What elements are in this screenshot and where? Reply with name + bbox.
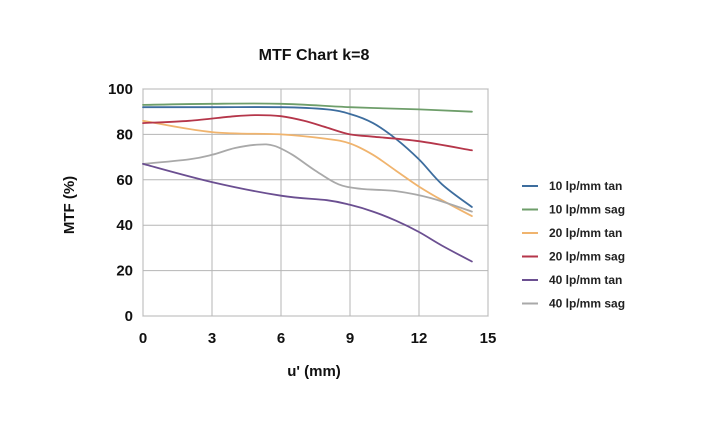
- y-tick-label: 80: [116, 126, 133, 143]
- y-tick-label: 20: [116, 263, 133, 280]
- y-tick-label: 0: [125, 308, 133, 325]
- series-line-20-lp-mm-sag: [142, 114, 473, 152]
- legend-label: 40 lp/mm tan: [549, 273, 622, 287]
- series-lines: [142, 102, 473, 263]
- legend-label: 10 lp/mm sag: [549, 203, 625, 217]
- x-tick-label: 6: [277, 330, 285, 347]
- series-line-20-lp-mm-tan: [142, 119, 473, 217]
- grid: [142, 88, 489, 317]
- x-tick-label: 12: [411, 330, 428, 347]
- y-tick-label: 100: [108, 81, 133, 98]
- series-line-10-lp-mm-sag: [142, 102, 473, 113]
- series-line-40-lp-mm-tan: [142, 163, 473, 263]
- y-axis-label: MTF (%): [61, 176, 78, 234]
- x-axis-label: u' (mm): [287, 363, 341, 380]
- legend-label: 20 lp/mm tan: [549, 226, 622, 240]
- x-tick-label: 15: [480, 330, 497, 347]
- x-tick-label: 0: [139, 330, 147, 347]
- y-tick-label: 40: [116, 217, 133, 234]
- x-tick-label: 3: [208, 330, 216, 347]
- legend: 10 lp/mm tan 10 lp/mm sag 20 lp/mm tan 20 l…: [522, 179, 625, 311]
- plot-frame: [142, 88, 489, 317]
- axes: 0 20 40 60 80 100 0 3 6 9 12 15: [108, 81, 496, 347]
- series-line-40-lp-mm-sag: [142, 143, 473, 213]
- legend-label: 40 lp/mm sag: [549, 297, 625, 311]
- y-tick-label: 60: [116, 172, 133, 189]
- chart-title: MTF Chart k=8: [259, 47, 370, 64]
- x-tick-label: 9: [346, 330, 354, 347]
- legend-label: 20 lp/mm sag: [549, 250, 625, 264]
- legend-label: 10 lp/mm tan: [549, 179, 622, 193]
- series-line-10-lp-mm-tan: [142, 106, 473, 208]
